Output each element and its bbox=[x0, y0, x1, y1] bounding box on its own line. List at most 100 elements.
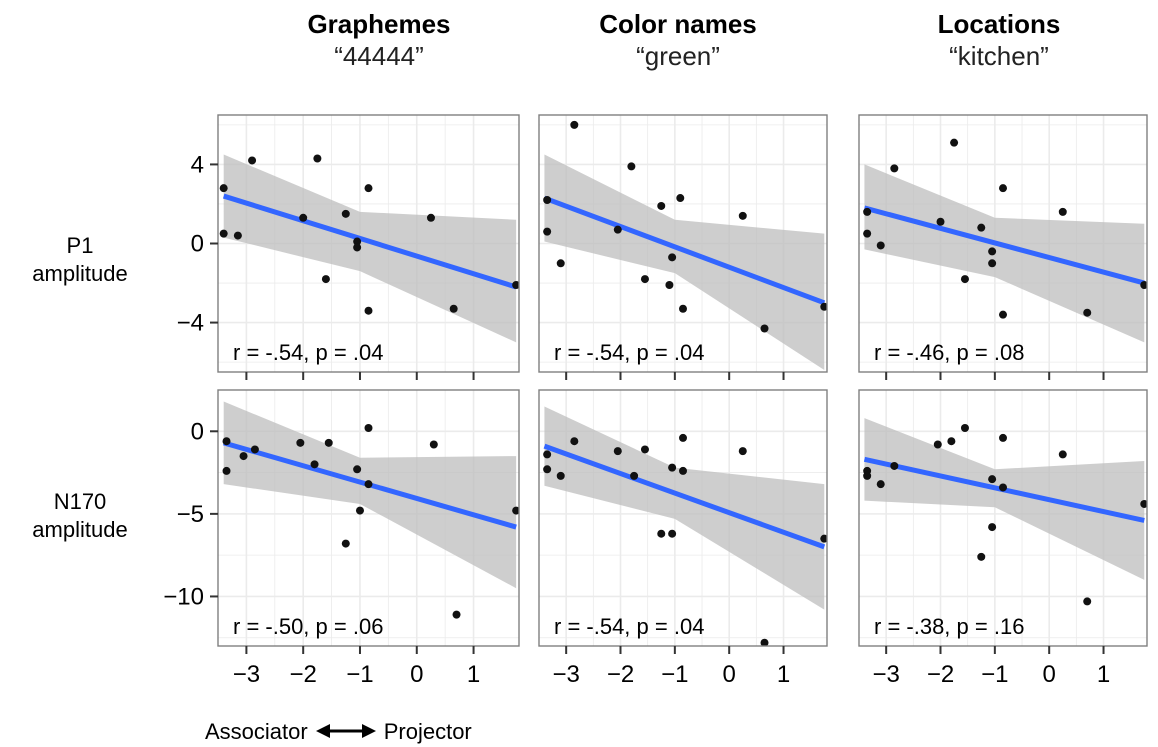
x-tick-label: −2 bbox=[290, 661, 317, 688]
panel-p1-locations: r = -.46, p = .08 bbox=[858, 114, 1148, 380]
data-point bbox=[324, 438, 333, 447]
data-point bbox=[657, 529, 666, 538]
data-point bbox=[313, 154, 322, 163]
x-tick-label: −1 bbox=[661, 661, 688, 688]
x-tick-label: 1 bbox=[1097, 661, 1110, 688]
data-point bbox=[364, 480, 373, 489]
data-point bbox=[233, 231, 242, 240]
data-point bbox=[679, 433, 687, 442]
data-point bbox=[668, 463, 677, 472]
x-tick-label: 0 bbox=[1043, 661, 1056, 688]
confidence-ribbon bbox=[223, 401, 517, 589]
data-point bbox=[977, 223, 986, 232]
x-tick-label: 0 bbox=[723, 661, 736, 688]
data-point bbox=[1058, 207, 1067, 216]
data-point bbox=[760, 638, 769, 646]
column-subtitle: “kitchen” bbox=[949, 41, 1049, 71]
x-tick-label: −1 bbox=[346, 661, 373, 688]
correlation-annotation: r = -.54, p = .04 bbox=[554, 340, 704, 365]
x-tick-label: −3 bbox=[872, 661, 899, 688]
data-point bbox=[890, 461, 899, 470]
data-point bbox=[310, 460, 319, 469]
data-point bbox=[219, 184, 228, 193]
data-point bbox=[936, 217, 945, 226]
data-point bbox=[321, 275, 330, 284]
data-point bbox=[640, 445, 649, 454]
data-point bbox=[543, 465, 552, 474]
data-point bbox=[1058, 450, 1067, 459]
data-point bbox=[299, 213, 308, 222]
data-point bbox=[1083, 308, 1092, 317]
data-point bbox=[657, 201, 666, 210]
data-point bbox=[248, 156, 257, 165]
data-point bbox=[364, 423, 373, 432]
data-point bbox=[570, 437, 579, 446]
data-point bbox=[613, 225, 622, 234]
y-tick-label: −5 bbox=[177, 501, 204, 528]
column-title-locations: Locations “kitchen” bbox=[849, 8, 1149, 72]
data-point bbox=[679, 466, 687, 475]
data-point bbox=[679, 304, 687, 313]
y-tick-label: −10 bbox=[163, 583, 204, 610]
x-tick-label: −3 bbox=[233, 661, 260, 688]
data-point bbox=[876, 480, 885, 489]
data-point bbox=[977, 552, 986, 561]
regression-line bbox=[863, 205, 1145, 286]
associator-label: Associator bbox=[205, 719, 308, 744]
data-point bbox=[449, 304, 458, 313]
confidence-ribbon bbox=[864, 164, 1145, 343]
data-point bbox=[250, 445, 259, 454]
data-point bbox=[353, 243, 362, 252]
projector-label: Projector bbox=[383, 719, 472, 744]
panel-inner bbox=[218, 390, 519, 646]
column-subtitle: “green” bbox=[636, 41, 720, 71]
data-point bbox=[1140, 499, 1147, 508]
data-point bbox=[999, 184, 1007, 193]
double-arrow-icon bbox=[315, 719, 376, 745]
data-point bbox=[1083, 597, 1092, 606]
y-tick-label: 0 bbox=[191, 231, 204, 258]
data-point bbox=[988, 247, 997, 256]
data-point bbox=[863, 471, 872, 480]
y-tick-label: 0 bbox=[191, 418, 204, 445]
correlation-annotation: r = -.54, p = .04 bbox=[233, 340, 383, 365]
data-point bbox=[239, 452, 248, 461]
data-point bbox=[452, 610, 461, 619]
data-point bbox=[512, 281, 519, 290]
row-label-p1: P1 amplitude bbox=[0, 232, 160, 288]
x-tick-label: −2 bbox=[607, 661, 634, 688]
data-point bbox=[627, 162, 636, 171]
data-point bbox=[543, 450, 552, 459]
data-point bbox=[543, 196, 552, 205]
confidence-ribbon bbox=[544, 154, 825, 371]
data-point bbox=[219, 229, 228, 238]
data-point bbox=[820, 534, 827, 543]
y-tick-label: −4 bbox=[177, 310, 204, 337]
data-point bbox=[947, 437, 956, 446]
data-point bbox=[353, 465, 362, 474]
correlation-annotation: r = -.54, p = .04 bbox=[554, 614, 704, 639]
data-point bbox=[988, 259, 997, 268]
panel-border bbox=[217, 389, 520, 647]
column-title: Color names bbox=[599, 9, 757, 39]
data-point bbox=[613, 447, 622, 456]
row-label-line1: N170 bbox=[53, 489, 107, 514]
confidence-ribbon bbox=[223, 154, 517, 343]
panel-inner bbox=[539, 390, 827, 646]
data-point bbox=[676, 194, 685, 203]
column-title: Graphemes bbox=[307, 9, 451, 39]
data-point bbox=[364, 306, 373, 315]
correlation-annotation: r = -.38, p = .16 bbox=[874, 614, 1024, 639]
x-tick-label: 1 bbox=[467, 661, 480, 688]
data-point bbox=[876, 241, 885, 250]
data-point bbox=[355, 506, 364, 515]
correlation-annotation: r = -.50, p = .06 bbox=[233, 614, 383, 639]
data-point bbox=[999, 310, 1007, 319]
panel-inner bbox=[539, 115, 827, 372]
confidence-ribbon bbox=[864, 418, 1145, 580]
data-point bbox=[426, 213, 435, 222]
data-point bbox=[863, 207, 872, 216]
x-tick-label: 0 bbox=[410, 661, 423, 688]
data-point bbox=[999, 483, 1007, 492]
